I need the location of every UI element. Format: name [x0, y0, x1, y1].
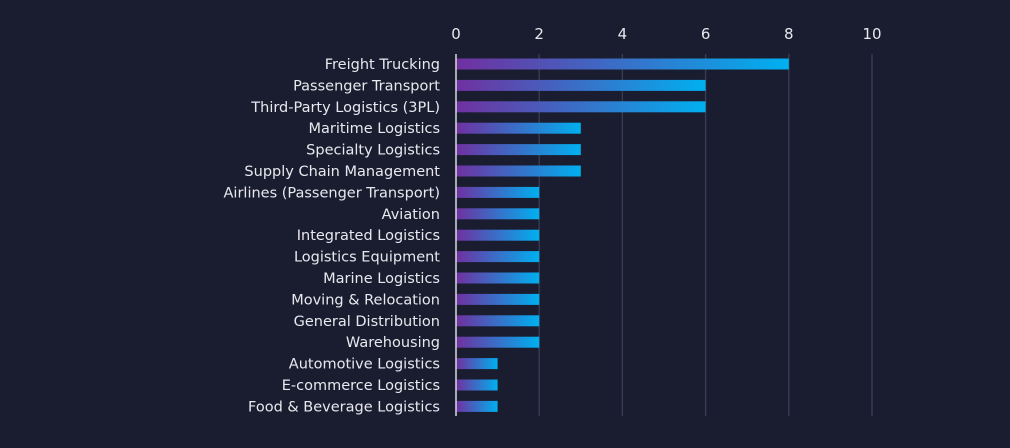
- bar: [456, 165, 581, 177]
- bar: [456, 272, 540, 284]
- bar: [456, 400, 498, 412]
- category-label: Automotive Logistics: [289, 357, 440, 373]
- category-label: Supply Chain Management: [244, 164, 440, 180]
- category-label: General Distribution: [294, 314, 440, 330]
- bar: [456, 186, 540, 198]
- bar: [456, 315, 540, 327]
- x-tick-label: 8: [784, 25, 794, 43]
- bar: [456, 293, 540, 305]
- bar: [456, 358, 498, 370]
- category-label: E-commerce Logistics: [282, 378, 440, 394]
- bar: [456, 208, 540, 220]
- bar: [456, 229, 540, 241]
- x-tick-label: 10: [862, 25, 881, 43]
- gridlines: [538, 54, 873, 416]
- bar: [456, 336, 540, 348]
- bars: [456, 58, 789, 412]
- category-label: Integrated Logistics: [297, 228, 440, 244]
- x-tick-label: 0: [451, 25, 461, 43]
- bar: [456, 122, 581, 134]
- category-labels: Freight Trucking Passenger Transport Third…: [224, 57, 441, 415]
- bar: [456, 379, 498, 391]
- bar: [456, 251, 540, 263]
- category-label: Maritime Logistics: [309, 121, 440, 137]
- x-tick-label: 4: [618, 25, 628, 43]
- category-label: Logistics Equipment: [294, 250, 440, 266]
- category-label: Airlines (Passenger Transport): [224, 185, 441, 201]
- category-label: Freight Trucking: [325, 57, 440, 73]
- category-label: Moving & Relocation: [291, 292, 440, 308]
- x-tick-label: 6: [701, 25, 711, 43]
- category-label: Marine Logistics: [323, 271, 440, 287]
- category-label: Food & Beverage Logistics: [248, 399, 440, 415]
- category-label: Specialty Logistics: [306, 143, 440, 159]
- x-axis-ticks: 0 2 4 6 8 10: [451, 25, 881, 43]
- bar: [456, 79, 706, 91]
- x-tick-label: 2: [534, 25, 544, 43]
- bar: [456, 58, 789, 70]
- category-label: Third-Party Logistics (3PL): [250, 100, 440, 116]
- category-label: Passenger Transport: [293, 78, 440, 94]
- bar: [456, 101, 706, 113]
- bar: [456, 144, 581, 156]
- category-label: Warehousing: [346, 335, 440, 351]
- category-label: Aviation: [382, 207, 440, 223]
